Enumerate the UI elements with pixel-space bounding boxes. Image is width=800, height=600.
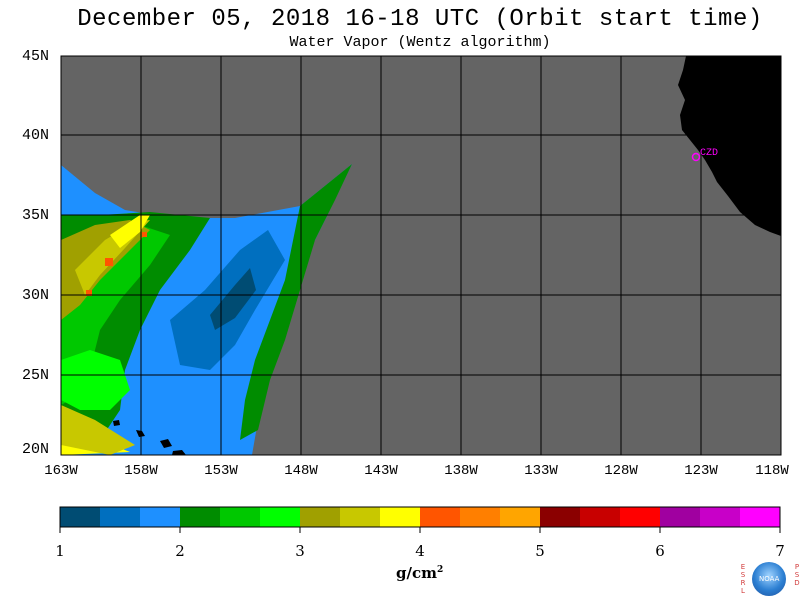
lon-label-163w: 163W [44,463,78,479]
colorbar-swatch [540,507,581,527]
land-california [678,56,781,236]
lat-label-40n: 40N [22,127,50,144]
colorbar-swatch [380,507,421,527]
colorbar-label-7: 7 [775,542,785,560]
colorbar-label-1: 1 [55,542,65,560]
island-maui [160,439,172,448]
lat-label-45n: 45N [22,48,50,65]
colorbar-ticks [59,527,781,533]
colorbar-swatch [260,507,301,527]
colorbar-swatch [660,507,701,527]
colorbar-swatch [180,507,221,527]
lat-label-25n: 25N [22,367,50,384]
colorbar [60,507,781,527]
lon-label-118w: 118W [755,463,789,479]
swath-green-south [61,350,130,410]
colorbar-label-3: 3 [295,542,305,560]
colorbar-label-5: 5 [535,542,545,560]
lon-label-138w: 138W [444,463,478,479]
lon-label-128w: 128W [604,463,638,479]
noaa-logo-icon [752,562,786,596]
colorbar-swatch [60,507,101,527]
colorbar-swatch [340,507,381,527]
lon-label-153w: 153W [204,463,238,479]
colorbar-swatch [700,507,741,527]
lon-label-123w: 123W [684,463,718,479]
colorbar-swatch [140,507,181,527]
lat-label-35n: 35N [22,207,50,224]
colorbar-swatch [620,507,661,527]
noaa-logo-text: NOAA [759,575,780,583]
colorbar-label-6: 6 [655,542,665,560]
swath-red-1 [105,258,113,266]
lon-label-148w: 148W [284,463,318,479]
colorbar-swatch [740,507,781,527]
island-hawaii [172,450,186,455]
lon-label-158w: 158W [124,463,158,479]
lat-label-20n: 20N [22,441,50,458]
swath-olive-south [61,405,135,455]
island-kauai [113,420,120,426]
colorbar-swatch [460,507,501,527]
swath-red-2 [86,290,92,296]
colorbar-label-4: 4 [415,542,425,560]
swath-red-3 [142,232,147,237]
colorbar-swatch [100,507,141,527]
lon-label-143w: 143W [364,463,398,479]
colorbar-label-2: 2 [175,542,185,560]
lon-label-133w: 133W [524,463,558,479]
satellite-swath [61,56,781,455]
station-label: CZD [700,148,718,159]
graticule [61,56,781,455]
map-title: December 05, 2018 16-18 UTC (Orbit start… [77,6,763,33]
colorbar-swatch [500,507,541,527]
colorbar-swatch [580,507,621,527]
colorbar-swatch [220,507,261,527]
colorbar-unit: g/cm2 [396,564,444,582]
station-marker-icon [691,152,701,162]
lat-label-30n: 30N [22,287,50,304]
swath-green-east [240,164,352,440]
swath-yellow [110,215,150,248]
map-subtitle: Water Vapor (Wentz algorithm) [289,34,551,51]
map-frame [60,55,782,456]
colorbar-swatch [420,507,461,527]
colorbar-swatch [300,507,341,527]
